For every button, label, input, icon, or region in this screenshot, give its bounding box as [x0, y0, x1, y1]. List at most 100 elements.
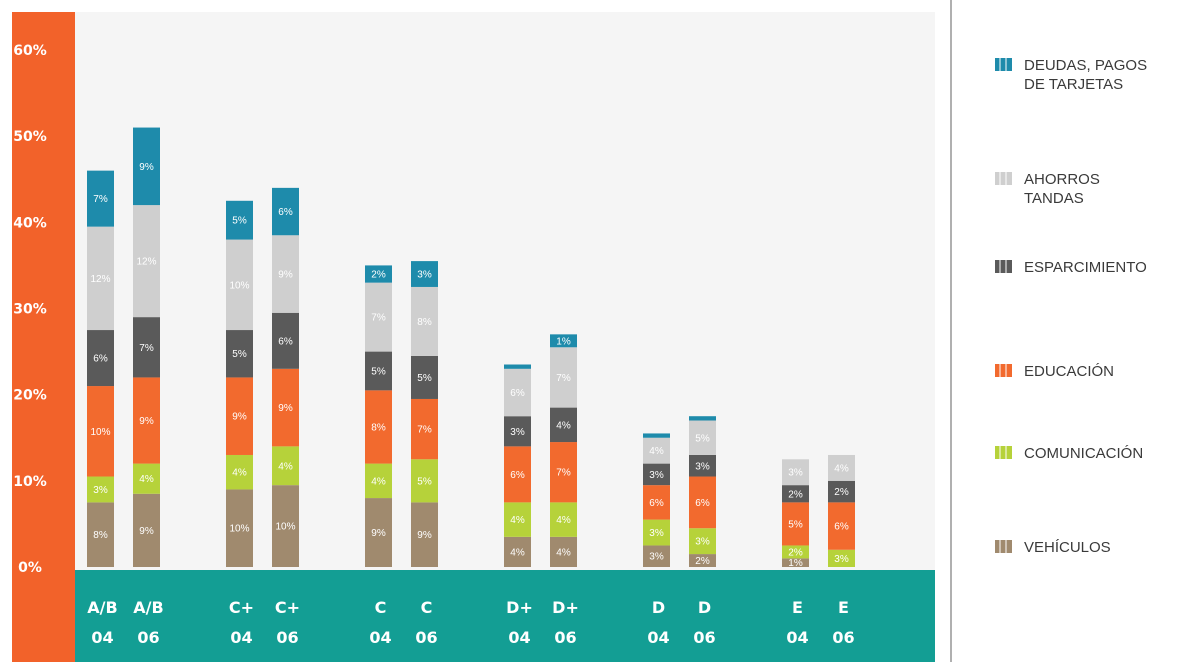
data-label: 6% — [649, 498, 664, 509]
data-label: 5% — [695, 433, 710, 444]
legend-label: ESPARCIMIENTO — [1024, 259, 1147, 276]
data-label: 7% — [556, 373, 571, 384]
bar-stack: 1%2%5%2%3% — [782, 459, 809, 569]
bar-segment — [643, 433, 670, 438]
x-tick-label-group: D — [698, 598, 711, 617]
bar-segment — [782, 459, 809, 486]
bar-segment — [133, 463, 160, 494]
bar-segment — [782, 502, 809, 546]
bar-segment — [365, 498, 392, 567]
data-label: 3% — [649, 528, 664, 539]
x-tick-label-year: 04 — [230, 628, 252, 647]
legend: DEUDAS, PAGOS DE TARJETAS AHORROS TANDAS ESP… — [995, 57, 1147, 556]
data-label: 3% — [649, 552, 664, 563]
legend-item: DEUDAS, PAGOS DE TARJETAS — [995, 57, 1147, 93]
bar-segment — [550, 502, 577, 537]
x-tick-label-year: 06 — [693, 628, 715, 647]
legend-item: ESPARCIMIENTO — [995, 259, 1147, 276]
data-label: 9% — [278, 403, 293, 414]
bar-segment — [411, 261, 438, 287]
bar-stack: 9% 5% 7% 5% 8% 3% — [411, 261, 438, 567]
bar-segment — [87, 226, 114, 331]
data-label: 4% — [510, 547, 525, 558]
data-label: 3% — [834, 554, 849, 565]
bar-segment — [365, 265, 392, 283]
x-tick-label-group: D — [652, 598, 665, 617]
x-tick-labels: A/B 04 A/B 06 C+ 04 C+ 06 C 04 C 06 D+ 04 D+ 06 D 04 D 06 E 0… — [87, 598, 854, 647]
data-label: 6% — [510, 388, 525, 399]
data-label: 3% — [417, 270, 432, 281]
x-tick-label-group: A/B — [87, 598, 117, 617]
data-label: 5% — [417, 476, 432, 487]
x-tick-label-year: 06 — [554, 628, 576, 647]
bar-segment — [365, 390, 392, 464]
data-label: 3% — [649, 470, 664, 481]
data-label: 6% — [278, 207, 293, 218]
x-tick-label-year: 06 — [137, 628, 159, 647]
data-label: 6% — [278, 336, 293, 347]
data-label: 9% — [371, 528, 386, 539]
legend-label: DE TARJETAS — [1024, 76, 1123, 93]
bar-segment — [365, 282, 392, 352]
bar-segment — [411, 459, 438, 503]
data-label: 10% — [90, 427, 110, 438]
data-label: 4% — [371, 476, 386, 487]
data-label: 7% — [556, 468, 571, 479]
bar-segment — [272, 187, 299, 236]
bar-segment — [550, 334, 577, 348]
y-tick-label: 40% — [13, 215, 47, 231]
bar-segment — [87, 386, 114, 477]
data-label: 4% — [510, 515, 525, 526]
data-label: 1% — [788, 558, 803, 569]
bar-segment — [226, 200, 253, 240]
bar-segment — [550, 536, 577, 567]
data-label: 9% — [232, 412, 247, 423]
legend-item: EDUCACIÓN — [995, 363, 1114, 380]
legend-item: COMUNICACIÓN — [995, 445, 1143, 462]
y-tick-label: 10% — [13, 474, 47, 490]
bar-segment — [365, 463, 392, 499]
data-label: 7% — [371, 313, 386, 324]
data-label: 7% — [139, 343, 154, 354]
bar-segment — [689, 454, 716, 477]
bar-segment — [87, 476, 114, 503]
legend-item: AHORROS TANDAS — [995, 171, 1100, 207]
x-tick-label-group: E — [792, 598, 803, 617]
x-tick-label-group: D+ — [552, 598, 579, 617]
bar-segment — [643, 519, 670, 546]
legend-label: AHORROS — [1024, 171, 1100, 188]
x-tick-label-year: 06 — [276, 628, 298, 647]
bar-segment — [643, 463, 670, 486]
bar-segment — [643, 485, 670, 520]
bar-segment — [87, 170, 114, 227]
data-label: 6% — [510, 470, 525, 481]
data-label: 5% — [232, 216, 247, 227]
legend-item: VEHÍCULOS — [995, 539, 1111, 556]
x-tick-label-group: C+ — [275, 598, 300, 617]
bar-segment — [689, 528, 716, 555]
bar-segment — [504, 364, 531, 369]
data-label: 9% — [278, 270, 293, 281]
bar-segment — [504, 368, 531, 417]
x-tick-label-year: 04 — [647, 628, 669, 647]
data-label: 5% — [232, 349, 247, 360]
data-label: 5% — [371, 366, 386, 377]
x-tick-label-group: C — [375, 598, 387, 617]
data-label: 3% — [788, 468, 803, 479]
data-label: 3% — [93, 485, 108, 496]
data-label: 2% — [788, 489, 803, 500]
legend-label: DEUDAS, PAGOS — [1024, 57, 1147, 74]
data-label: 4% — [139, 474, 154, 485]
stacked-square-icon — [995, 540, 1012, 553]
data-label: 3% — [695, 461, 710, 472]
data-label: 8% — [93, 530, 108, 541]
data-label: 6% — [834, 522, 849, 533]
bar-segment — [272, 485, 299, 567]
x-tick-label-year: 06 — [832, 628, 854, 647]
bar-segment — [365, 351, 392, 391]
bar-stack: 10% 4% 9% 5% 10% 5% — [226, 200, 253, 567]
legend-label: EDUCACIÓN — [1024, 363, 1114, 380]
bar-segment — [411, 286, 438, 356]
data-label: 12% — [136, 257, 156, 268]
data-label: 4% — [278, 461, 293, 472]
